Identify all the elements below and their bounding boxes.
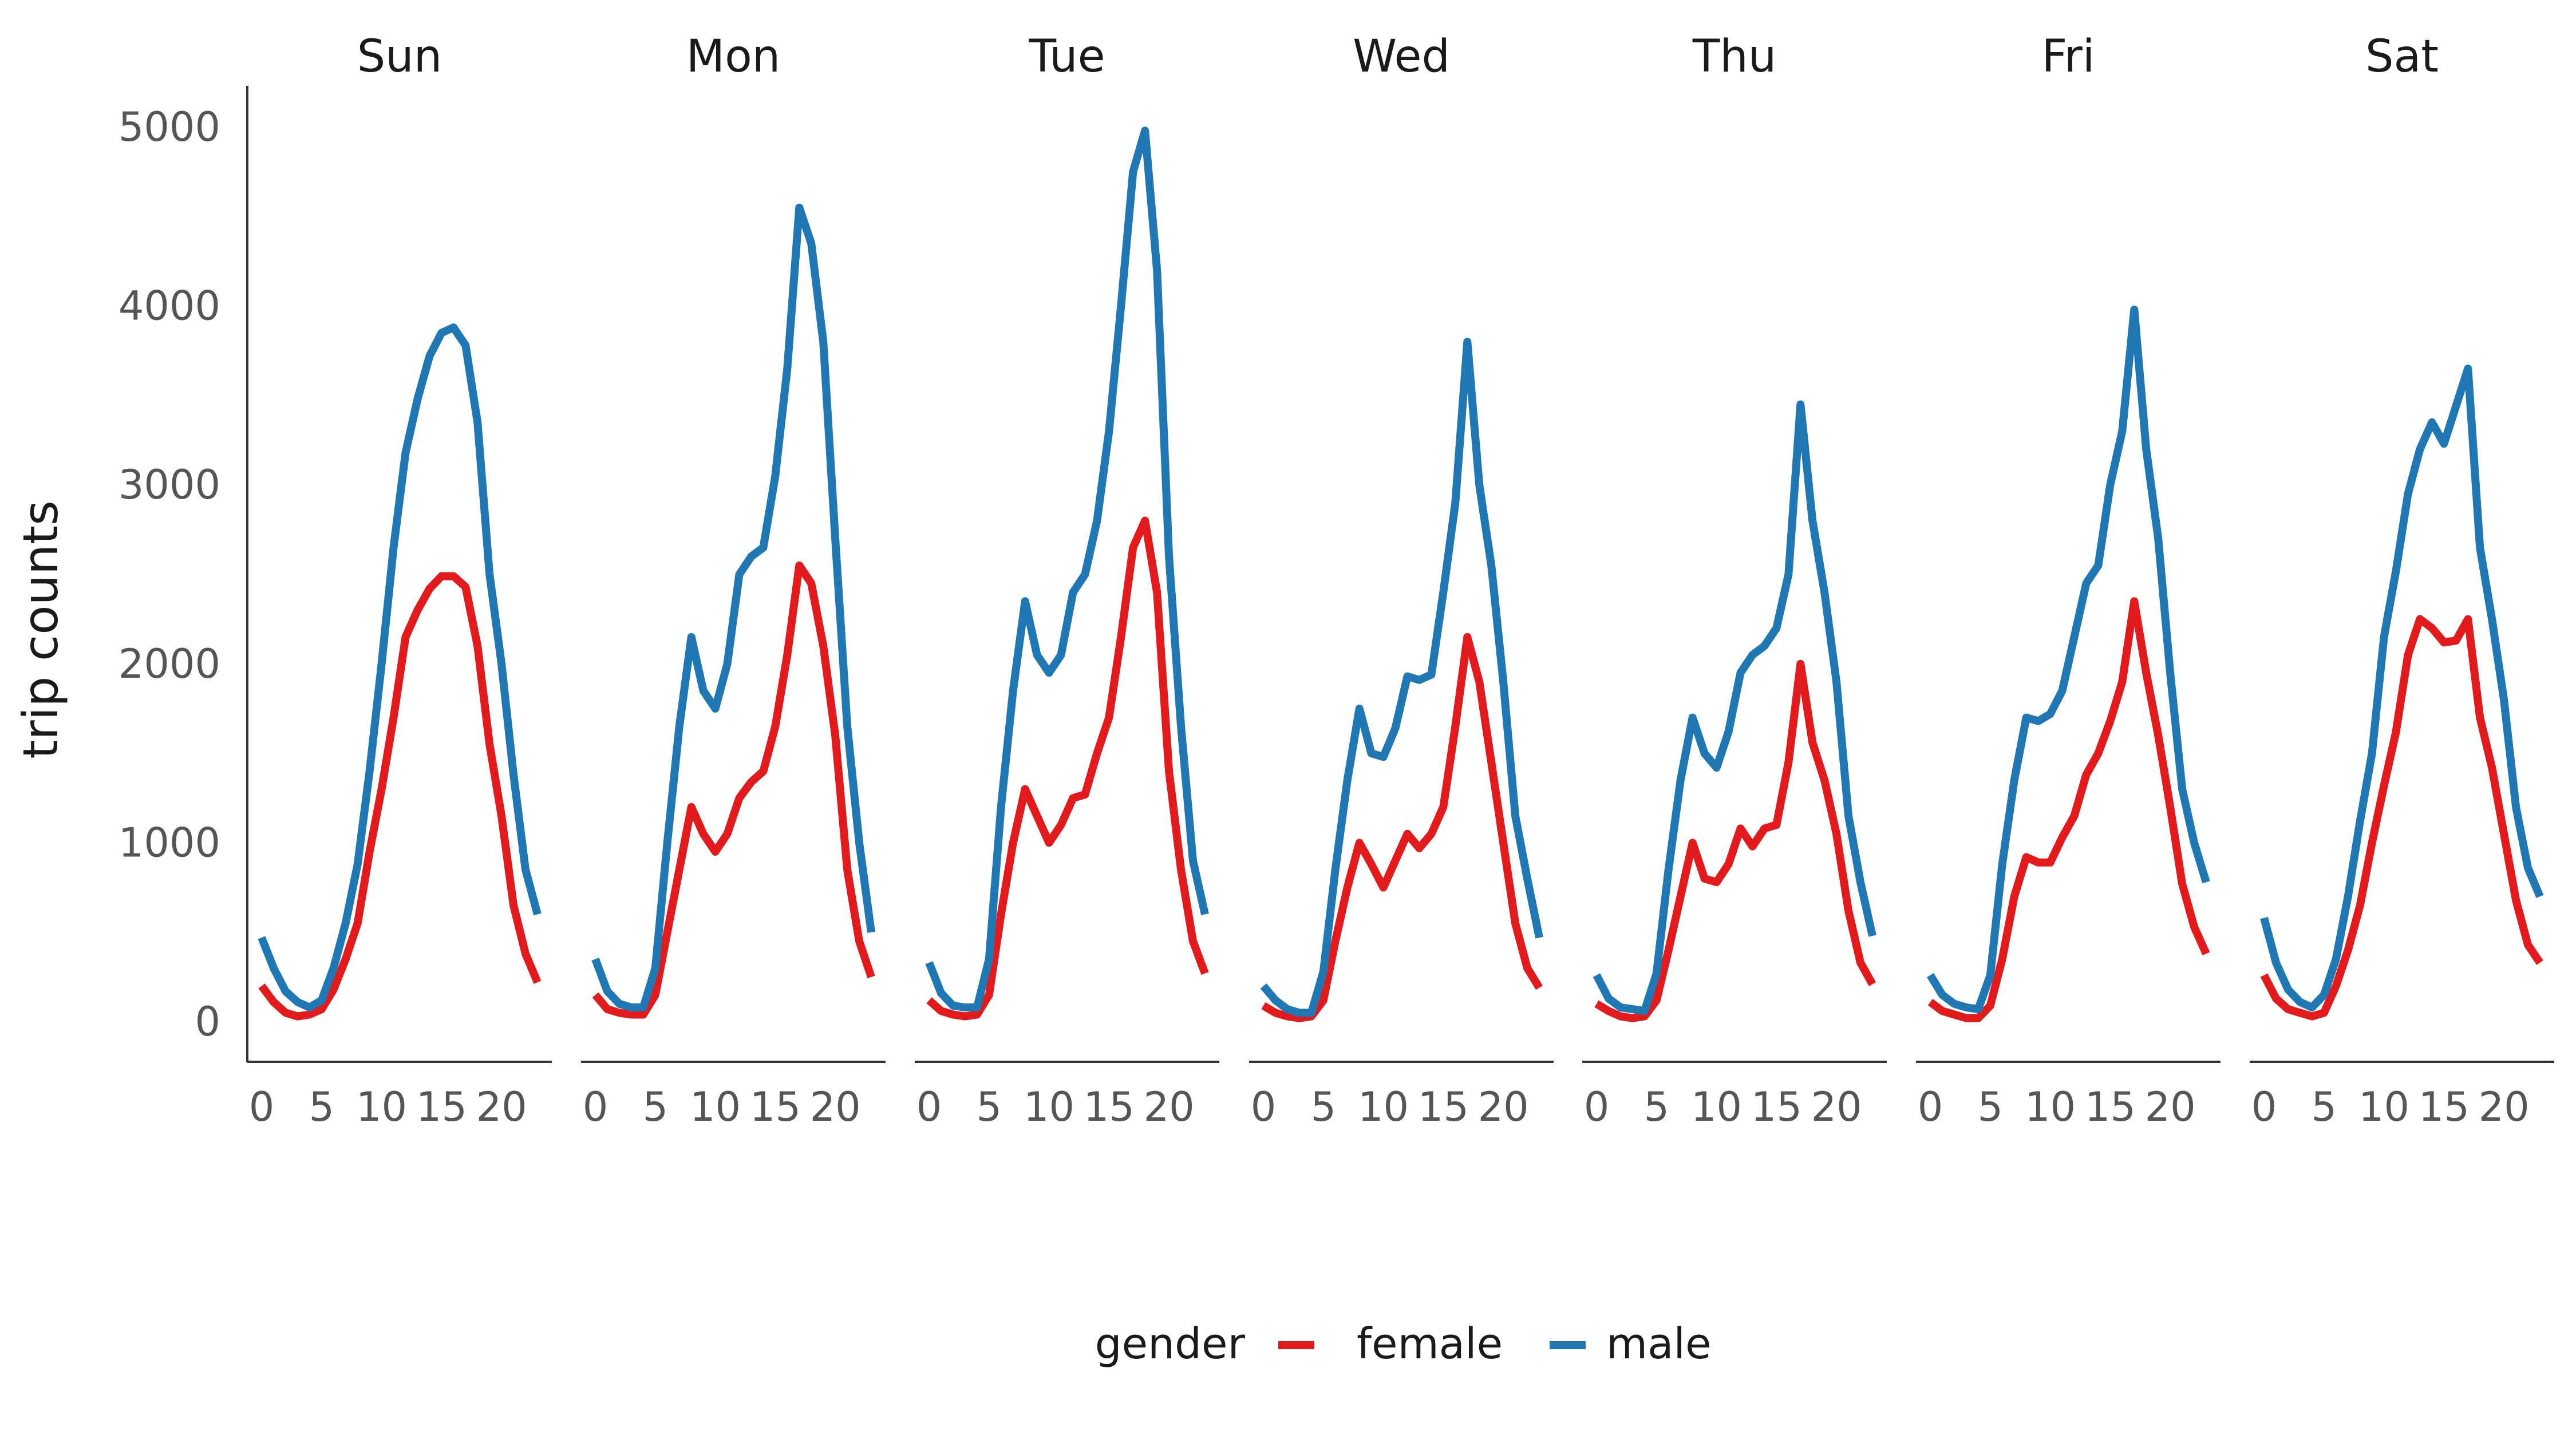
- series-line-male: [591, 203, 875, 1011]
- x-tick-label: 15: [2419, 1084, 2470, 1130]
- facet-panel-thu: Thu 0 5 10 15 20: [1582, 31, 1887, 1130]
- x-tick-label: 0: [2251, 1084, 2277, 1130]
- series-line-male: [2260, 365, 2544, 1011]
- x-tick-label: 5: [309, 1084, 335, 1130]
- series-line-female: [592, 561, 875, 1019]
- x-tick-label: 5: [643, 1084, 669, 1130]
- facet-strip-label: Mon: [686, 31, 780, 82]
- x-tick-label: 20: [1811, 1084, 1862, 1130]
- legend-label-male: male: [1606, 1319, 1712, 1369]
- facet-strip-label: Wed: [1353, 31, 1450, 82]
- series-line-male: [1927, 305, 2210, 1014]
- x-tick-label: 0: [916, 1084, 942, 1130]
- y-tick-label: 5000: [118, 104, 220, 151]
- x-tick-label: 15: [1418, 1084, 1469, 1130]
- y-axis-title: trip counts: [13, 500, 69, 759]
- legend-title: gender: [1095, 1319, 1246, 1369]
- x-tick-label: 20: [2145, 1084, 2196, 1130]
- y-axis: 0 1000 2000 3000 4000 5000: [118, 86, 248, 1062]
- facet-panel-tue: Tue 0 5 10 15 20: [915, 31, 1219, 1130]
- series-line-male: [258, 323, 542, 1011]
- series-line-female: [2260, 615, 2543, 1021]
- x-tick-label: 0: [249, 1084, 275, 1130]
- facet-strip-label: Thu: [1692, 31, 1777, 82]
- legend: gender female male: [1095, 1319, 1712, 1369]
- x-tick-label: 5: [1311, 1084, 1337, 1130]
- x-tick-label: 10: [1358, 1084, 1409, 1130]
- series-line-male: [925, 127, 1209, 1011]
- facet-strip-label: Sat: [2365, 31, 2439, 82]
- series-line-female: [926, 516, 1209, 1021]
- x-tick-label: 0: [1918, 1084, 1943, 1130]
- x-tick-label: 10: [356, 1084, 407, 1130]
- x-tick-label: 15: [750, 1084, 801, 1130]
- x-tick-label: 10: [2358, 1084, 2409, 1130]
- x-tick-label: 0: [1584, 1084, 1610, 1130]
- y-tick-label: 2000: [118, 641, 220, 687]
- x-tick-label: 20: [476, 1084, 527, 1130]
- series-line-female: [258, 572, 542, 1021]
- facet-strip-label: Fri: [2042, 31, 2095, 82]
- x-tick-label: 5: [2312, 1084, 2337, 1130]
- y-tick-label: 1000: [118, 819, 220, 866]
- x-tick-label: 15: [1084, 1084, 1135, 1130]
- facet-panel-sun: Sun 0 5 10 15 20: [247, 31, 552, 1130]
- x-tick-label: 10: [1691, 1084, 1742, 1130]
- facet-panel-mon: Mon 0 5 10 15 20: [581, 31, 886, 1130]
- legend-label-female: female: [1357, 1319, 1503, 1369]
- y-tick-label: 4000: [118, 283, 220, 330]
- x-tick-label: 20: [810, 1084, 861, 1130]
- series-line-male: [1260, 338, 1543, 1017]
- x-tick-label: 5: [977, 1084, 1002, 1130]
- y-tick-label: 3000: [118, 461, 220, 508]
- series-line-female: [1927, 597, 2210, 1022]
- x-tick-label: 0: [1251, 1084, 1277, 1130]
- x-tick-label: 5: [1978, 1084, 2004, 1130]
- x-tick-label: 20: [1478, 1084, 1529, 1130]
- facet-panel-sat: Sat 0 5 10 15 20: [2250, 31, 2554, 1130]
- series-line-female: [1594, 659, 1876, 1022]
- facet-strip-label: Sun: [357, 31, 442, 82]
- facet-panel-fri: Fri 0 5 10 15 20: [1916, 31, 2221, 1130]
- x-tick-label: 10: [2025, 1084, 2076, 1130]
- x-tick-label: 15: [416, 1084, 467, 1130]
- x-tick-label: 15: [2085, 1084, 2136, 1130]
- series-line-male: [1593, 400, 1876, 1015]
- x-tick-label: 20: [2479, 1084, 2530, 1130]
- x-tick-label: 5: [1644, 1084, 1670, 1130]
- facet-panel-wed: Wed 0 5 10 15 20: [1249, 31, 1554, 1130]
- y-tick-label: 0: [195, 998, 220, 1045]
- x-tick-label: 0: [583, 1084, 609, 1130]
- x-tick-label: 10: [1024, 1084, 1074, 1130]
- x-tick-label: 15: [1751, 1084, 1802, 1130]
- x-tick-label: 10: [690, 1084, 741, 1130]
- facet-strip-label: Tue: [1028, 31, 1105, 82]
- x-tick-label: 20: [1144, 1084, 1195, 1130]
